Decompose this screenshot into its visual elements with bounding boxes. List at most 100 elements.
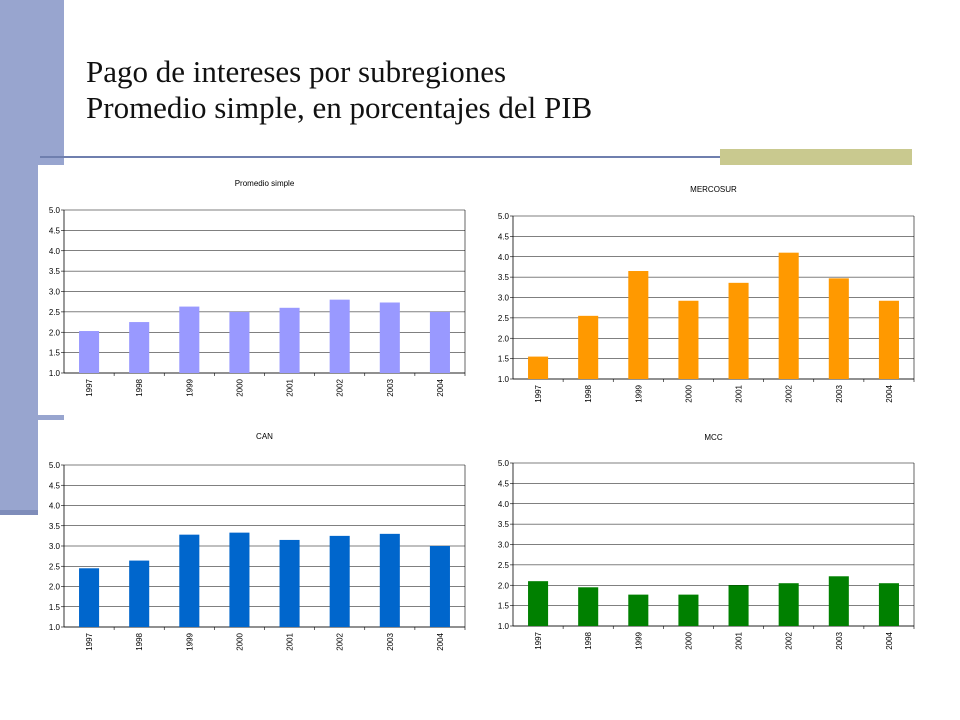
bar-2003 (828, 278, 849, 379)
y-tick-label: 3.0 (49, 542, 61, 551)
x-tick-label: 2000 (235, 632, 244, 650)
x-tick-label: 2003 (835, 384, 844, 402)
x-tick-label: 1999 (185, 632, 194, 650)
bar-1999 (179, 306, 200, 373)
bar-2003 (828, 576, 849, 626)
bar-2004 (429, 311, 450, 373)
x-tick-label: 1997 (534, 384, 543, 402)
x-tick-label: 2002 (785, 631, 794, 649)
bar-2001 (728, 282, 749, 379)
y-tick-label: 1.5 (498, 355, 510, 364)
bar-2003 (379, 302, 400, 373)
y-tick-label: 5.0 (498, 212, 510, 221)
x-tick-label: 2000 (684, 631, 693, 649)
bar-2004 (878, 583, 899, 626)
y-tick-label: 5.0 (49, 461, 61, 470)
bar-2000 (678, 300, 699, 379)
y-tick-label: 4.5 (49, 226, 61, 235)
x-tick-label: 1998 (584, 384, 593, 402)
title-rule-accent (720, 149, 912, 166)
bar-1998 (578, 315, 599, 379)
y-tick-label: 3.5 (498, 520, 510, 529)
y-tick-label: 4.0 (498, 253, 510, 262)
y-tick-label: 4.5 (49, 481, 61, 490)
x-tick-label: 1999 (185, 378, 194, 396)
bar-1999 (179, 534, 200, 627)
bar-2002 (778, 583, 799, 626)
y-tick-label: 3.0 (498, 541, 510, 550)
y-tick-label: 4.5 (498, 232, 510, 241)
bar-1997 (79, 568, 100, 627)
x-tick-label: 2000 (235, 378, 244, 396)
chart-title: MCC (704, 433, 722, 442)
chart-panel-background (483, 420, 913, 670)
x-tick-label: 1998 (584, 631, 593, 649)
y-tick-label: 2.5 (49, 308, 61, 317)
bar-1999 (628, 594, 649, 626)
x-tick-label: 2004 (885, 631, 894, 649)
chart-title: Promedio simple (235, 179, 295, 188)
x-tick-label: 1999 (634, 384, 643, 402)
decorative-left-bar-shadow (0, 510, 64, 515)
bar-2002 (778, 252, 799, 379)
y-tick-label: 2.5 (498, 314, 510, 323)
x-tick-label: 2004 (436, 632, 445, 650)
chart-panel-background (38, 165, 466, 415)
title-rule (40, 156, 912, 158)
y-tick-label: 1.0 (49, 623, 61, 632)
bar-1998 (129, 322, 150, 373)
bar-1997 (528, 356, 549, 379)
bar-2003 (379, 533, 400, 627)
bar-2001 (728, 585, 749, 626)
x-tick-label: 1997 (85, 378, 94, 396)
y-tick-label: 2.5 (498, 561, 510, 570)
bar-2001 (279, 539, 300, 627)
slide-title-line-2: Promedio simple, en porcentajes del PIB (86, 90, 593, 125)
y-tick-label: 2.0 (49, 328, 61, 337)
x-tick-label: 2000 (684, 384, 693, 402)
y-tick-label: 4.0 (49, 502, 61, 511)
bar-2004 (878, 300, 899, 379)
y-tick-label: 1.5 (498, 602, 510, 611)
y-tick-label: 5.0 (498, 459, 510, 468)
x-tick-label: 2001 (286, 378, 295, 396)
x-tick-label: 1999 (634, 631, 643, 649)
bar-2002 (329, 535, 350, 627)
x-tick-label: 2004 (885, 384, 894, 402)
x-tick-label: 2003 (835, 631, 844, 649)
bar-1998 (578, 587, 599, 626)
bar-2004 (429, 546, 450, 627)
y-tick-label: 5.0 (49, 206, 61, 215)
bar-2002 (329, 299, 350, 373)
y-tick-label: 3.0 (498, 294, 510, 303)
x-tick-label: 2001 (286, 632, 295, 650)
chart-title: CAN (256, 432, 273, 441)
bar-1997 (79, 331, 100, 373)
y-tick-label: 2.5 (49, 562, 61, 571)
bar-2000 (229, 532, 250, 627)
x-tick-label: 1997 (85, 632, 94, 650)
y-tick-label: 1.0 (49, 369, 61, 378)
slide-title-line-1: Pago de intereses por subregiones (86, 54, 507, 89)
y-tick-label: 2.0 (498, 581, 510, 590)
x-tick-label: 1997 (534, 631, 543, 649)
y-tick-label: 1.5 (49, 349, 61, 358)
y-tick-label: 2.0 (498, 334, 510, 343)
x-tick-label: 1998 (135, 378, 144, 396)
y-tick-label: 1.0 (498, 375, 510, 384)
slide-title: Pago de intereses por subregiones Promed… (86, 54, 926, 126)
y-tick-label: 3.5 (49, 267, 61, 276)
x-tick-label: 2002 (785, 384, 794, 402)
x-tick-label: 1998 (135, 632, 144, 650)
y-tick-label: 3.5 (49, 522, 61, 531)
y-tick-label: 2.0 (49, 583, 61, 592)
y-tick-label: 1.0 (498, 622, 510, 631)
bar-2000 (678, 594, 699, 626)
x-tick-label: 2002 (336, 378, 345, 396)
y-tick-label: 4.5 (498, 479, 510, 488)
y-tick-label: 4.0 (49, 247, 61, 256)
bar-1997 (528, 581, 549, 626)
bar-2000 (229, 311, 250, 373)
bar-1998 (129, 560, 150, 627)
